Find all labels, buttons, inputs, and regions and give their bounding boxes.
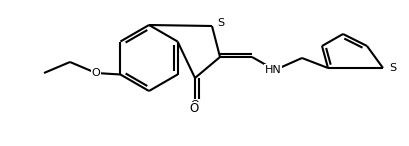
Text: S: S <box>389 63 396 73</box>
Text: HN: HN <box>265 65 281 75</box>
Text: O: O <box>92 68 100 78</box>
Text: O: O <box>191 100 199 110</box>
Text: S: S <box>217 18 224 28</box>
Text: O: O <box>189 102 199 115</box>
